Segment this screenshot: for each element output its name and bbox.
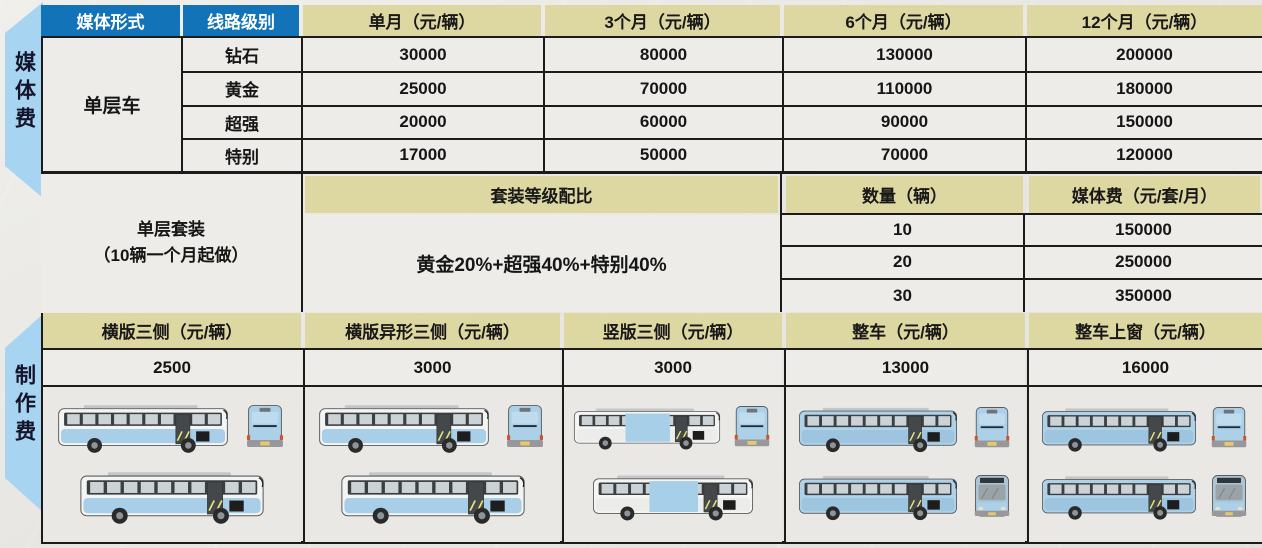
header-price-3m: 3个月（元/辆） — [545, 5, 780, 36]
fee-cell: 350000 — [1025, 279, 1262, 312]
price-cell: 50000 — [545, 137, 784, 171]
level-cell: 超强 — [183, 104, 303, 138]
bus-illustrations-full-bus — [786, 387, 1025, 542]
price-cell: 110000 — [784, 71, 1027, 105]
divider — [43, 385, 1262, 387]
prod-header-horizontal-shaped-3side: 横版异形三侧（元/辆） — [305, 313, 560, 348]
prod-price-cell: 16000 — [1029, 350, 1262, 385]
price-cell: 90000 — [784, 104, 1027, 138]
bus-illustrations-full-bus-window — [1029, 387, 1262, 542]
bus-front-illustration — [1208, 473, 1250, 523]
divider — [1027, 348, 1029, 542]
price-cell: 17000 — [303, 137, 545, 171]
production-fee-ribbon: 制作费 — [5, 314, 43, 512]
prod-price-cell: 3000 — [564, 350, 782, 385]
qty-cell: 20 — [782, 247, 1025, 280]
bus-illustrations-vertical-3side — [564, 387, 782, 542]
prod-header-full-bus-window: 整车上窗（元/辆） — [1029, 313, 1262, 348]
price-cell: 25000 — [303, 71, 545, 105]
price-cell: 70000 — [784, 137, 1027, 171]
bus-side-illustration — [1041, 405, 1197, 455]
media-fee-table: 单层车 钻石 30000 80000 130000 200000 黄金 2500… — [41, 36, 1262, 174]
bus-side-illustration — [78, 471, 266, 525]
bus-side-illustration — [318, 404, 490, 454]
prod-header-full-bus: 整车（元/辆） — [786, 313, 1025, 348]
package-label-line2: （10辆一个月起做） — [93, 246, 249, 265]
divider — [303, 348, 305, 542]
media-fee-ribbon: 媒体费 — [5, 2, 43, 198]
media-fee-ribbon-label: 媒体费 — [12, 51, 36, 135]
ratio-header: 套装等级配比 — [305, 176, 778, 213]
prod-price-cell: 2500 — [43, 350, 301, 385]
fee-header: 媒体费（元/套/月） — [1029, 176, 1260, 213]
divider — [784, 348, 786, 542]
package-rows: 10 150000 20 250000 30 350000 — [782, 213, 1262, 312]
bus-side-illustration — [798, 405, 958, 455]
qty-cell: 10 — [782, 215, 1025, 248]
qty-header: 数量（辆） — [786, 176, 1023, 213]
fee-cell: 250000 — [1025, 247, 1262, 280]
price-cell: 130000 — [784, 38, 1027, 72]
price-cell: 180000 — [1027, 71, 1262, 105]
prod-price-cell: 3000 — [305, 350, 560, 385]
level-cell: 特别 — [183, 137, 303, 171]
header-price-1m: 单月（元/辆） — [303, 5, 541, 36]
header-price-12m: 12个月（元/辆） — [1027, 5, 1262, 36]
bus-rear-illustration — [731, 405, 773, 453]
bus-side-illustration — [1041, 472, 1197, 524]
bus-rear-illustration — [503, 404, 547, 454]
bus-side-illustration — [340, 471, 526, 525]
bus-illustrations-horizontal-3side — [43, 387, 301, 542]
production-fee-ribbon-label: 制作费 — [12, 364, 36, 448]
price-cell: 120000 — [1027, 137, 1262, 171]
bus-side-illustration — [573, 404, 721, 454]
prod-header-vertical-3side: 竖版三侧（元/辆） — [564, 313, 782, 348]
bus-rear-illustration — [971, 406, 1013, 454]
level-cell: 黄金 — [183, 71, 303, 105]
package-section: 单层套装 （10辆一个月起做） 套装等级配比 黄金20%+超强40%+特别40%… — [41, 174, 1262, 312]
price-cell: 60000 — [545, 104, 784, 138]
price-cell: 30000 — [303, 38, 545, 72]
bus-rear-illustration — [1208, 406, 1250, 454]
bus-side-illustration — [57, 404, 229, 454]
bus-illustrations-horizontal-shaped-3side — [305, 387, 560, 542]
package-label-cell: 单层套装 （10辆一个月起做） — [41, 174, 301, 312]
divider — [301, 174, 303, 312]
qty-cell: 30 — [782, 279, 1025, 312]
vehicle-type-cell: 单层车 — [43, 38, 183, 171]
price-cell: 20000 — [303, 104, 545, 138]
price-cell: 200000 — [1027, 38, 1262, 72]
prod-header-horizontal-3side: 横版三侧（元/辆） — [43, 313, 301, 348]
fee-cell: 150000 — [1025, 215, 1262, 248]
prod-price-cell: 13000 — [786, 350, 1025, 385]
header-price-6m: 6个月（元/辆） — [784, 5, 1023, 36]
bus-front-illustration — [971, 473, 1013, 523]
ratio-value-cell: 黄金20%+超强40%+特别40% — [303, 215, 780, 312]
price-cell: 150000 — [1027, 104, 1262, 138]
price-cell: 80000 — [545, 38, 784, 72]
bus-rear-illustration — [243, 404, 287, 454]
header-line-level: 线路级别 — [183, 5, 299, 36]
production-section: 横版三侧（元/辆） 横版异形三侧（元/辆） 竖版三侧（元/辆） 整车（元/辆） … — [41, 313, 1262, 544]
divider — [780, 174, 782, 312]
divider — [562, 348, 564, 542]
package-label-line1: 单层套装 — [137, 219, 205, 239]
header-media-form: 媒体形式 — [41, 5, 180, 36]
divider — [43, 348, 1262, 350]
bus-side-illustration — [798, 472, 958, 524]
bus-side-illustration — [592, 471, 754, 525]
level-cell: 钻石 — [183, 38, 303, 72]
price-cell: 70000 — [545, 71, 784, 105]
